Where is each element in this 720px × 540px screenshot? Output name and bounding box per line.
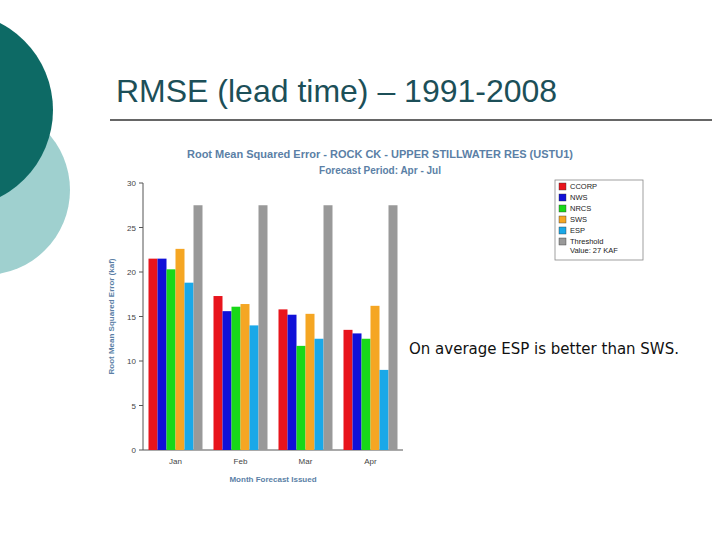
bar <box>185 283 194 450</box>
bar <box>306 314 315 450</box>
legend-swatch <box>559 227 566 234</box>
legend: CCORP NWS NRCS SWS ESP ThresholdValue: 27 KAF <box>555 180 643 260</box>
legend-label: CCORP <box>570 182 597 191</box>
legend-label: ESP <box>570 226 585 235</box>
y-tick-label: 10 <box>127 357 136 366</box>
y-tick-label: 20 <box>127 268 136 277</box>
x-tick-label: Mar <box>299 457 313 466</box>
slide-title: RMSE (lead time) – 1991-2008 <box>116 73 557 109</box>
x-tick-label: Feb <box>234 457 248 466</box>
y-tick-label: 5 <box>132 402 137 411</box>
bars <box>149 205 398 450</box>
y-axis-label: Root Mean Squared Error (kaf) <box>107 258 116 374</box>
legend-label: ThresholdValue: 27 KAF <box>570 237 618 255</box>
bar <box>259 205 268 450</box>
bar <box>241 304 250 450</box>
y-tick <box>139 272 143 273</box>
bar <box>194 205 203 450</box>
legend-swatch <box>559 238 566 245</box>
y-tick-label: 30 <box>127 179 136 188</box>
legend-swatch <box>559 205 566 212</box>
bar <box>149 259 158 450</box>
bar <box>232 307 241 450</box>
title-rule <box>110 119 712 121</box>
x-tick-label: Jan <box>169 457 182 466</box>
bar <box>362 339 371 450</box>
y-tick <box>139 450 143 451</box>
chart-subtitle: Forecast Period: Apr - Jul <box>319 165 441 176</box>
legend-label: NWS <box>570 193 588 202</box>
bar <box>380 370 389 450</box>
annotation: On average ESP is better than SWS. <box>409 340 694 359</box>
legend-label: NRCS <box>570 204 591 213</box>
legend-swatch <box>559 194 566 201</box>
legend-label: SWS <box>570 215 587 224</box>
y-tick <box>139 183 143 184</box>
legend-box <box>555 180 643 260</box>
bar <box>158 259 167 450</box>
bar <box>297 346 306 450</box>
y-tick-label: 15 <box>127 313 136 322</box>
bar <box>353 333 362 450</box>
chart-title: Root Mean Squared Error - ROCK CK - UPPE… <box>187 148 573 160</box>
bar <box>324 205 333 450</box>
y-tick <box>139 316 143 317</box>
x-tick-label: Apr <box>364 457 377 466</box>
legend-swatch <box>559 216 566 223</box>
y-tick-label: 25 <box>127 224 136 233</box>
y-tick <box>139 361 143 362</box>
legend-swatch <box>559 183 566 190</box>
bar <box>279 309 288 450</box>
bar <box>223 311 232 450</box>
bar <box>344 330 353 450</box>
y-tick <box>139 227 143 228</box>
canvas: RMSE (lead time) – 1991-2008 Root Mean Sq… <box>0 0 720 540</box>
bar <box>214 296 223 450</box>
bar <box>315 339 324 450</box>
slide: RMSE (lead time) – 1991-2008 Root Mean Sq… <box>0 0 720 540</box>
y-tick-label: 0 <box>132 446 137 455</box>
bar <box>389 205 398 450</box>
decor-circle-dark <box>0 12 53 208</box>
bar <box>176 249 185 450</box>
bar <box>288 315 297 450</box>
bar <box>371 306 380 450</box>
y-tick <box>139 405 143 406</box>
bar <box>250 325 259 450</box>
x-axis-label: Month Forecast Issued <box>229 475 316 484</box>
bar <box>167 269 176 450</box>
